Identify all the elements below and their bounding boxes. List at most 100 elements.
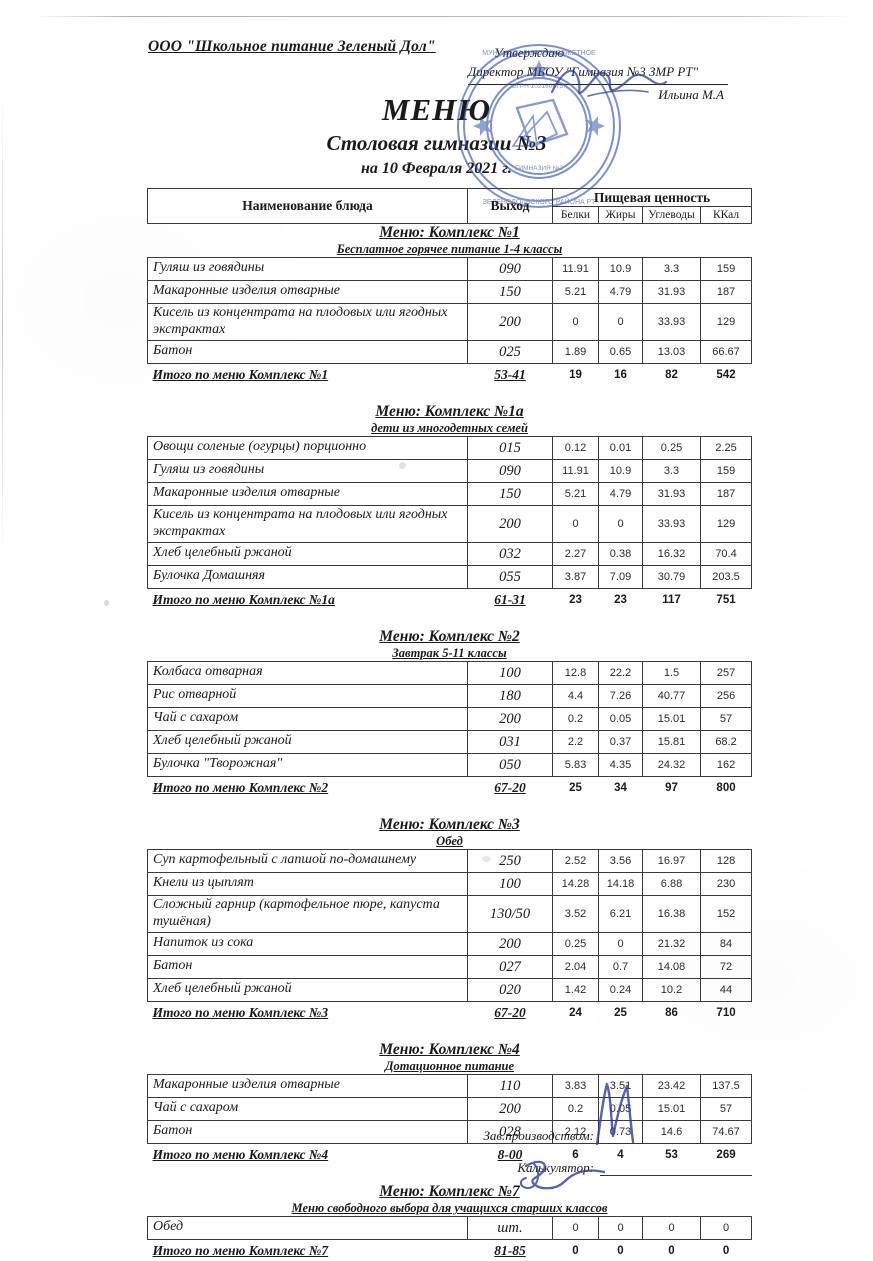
dish-name-cell: Овощи соленые (огурцы) порционно	[148, 437, 468, 460]
output-cell: 031	[468, 731, 553, 754]
section-note-row: Обед	[148, 834, 752, 850]
output-cell: 150	[468, 483, 553, 506]
kcal-cell: 256	[701, 685, 752, 708]
fat-cell: 0.05	[599, 1098, 643, 1121]
section-note: Завтрак 5-11 классы	[148, 646, 752, 662]
total-protein-cell: 0	[553, 1240, 599, 1261]
section-note-row: дети из многодетных семей	[148, 421, 752, 437]
protein-cell: 0.25	[553, 933, 599, 956]
protein-cell: 12.8	[553, 662, 599, 685]
fat-cell: 3.56	[599, 850, 643, 873]
dish-name-cell: Рис отварной	[148, 685, 468, 708]
fat-cell: 4.79	[599, 281, 643, 304]
fat-cell: 0	[599, 506, 643, 543]
output-cell: 100	[468, 662, 553, 685]
total-fat-cell: 25	[599, 1002, 643, 1024]
protein-cell: 1.89	[553, 341, 599, 364]
fat-cell: 0.05	[599, 708, 643, 731]
total-protein-cell: 25	[553, 777, 599, 799]
dish-name-cell: Суп картофельный с лапшой по-домашнему	[148, 850, 468, 873]
total-protein-cell: 23	[553, 589, 599, 611]
carbs-cell: 15.01	[643, 1098, 701, 1121]
carbs-cell: 14.08	[643, 956, 701, 979]
fat-cell: 0.24	[599, 979, 643, 1002]
fat-cell: 0	[599, 1217, 643, 1240]
carbs-cell: 24.32	[643, 754, 701, 777]
protein-cell: 3.83	[553, 1075, 599, 1098]
fat-cell: 0.7	[599, 956, 643, 979]
kcal-cell: 152	[701, 896, 752, 933]
total-carbs-cell: 97	[643, 777, 701, 799]
section-title: Меню: Комплекс №1	[148, 224, 752, 243]
fat-cell: 0.37	[599, 731, 643, 754]
dish-name-cell: Кнели из цыплят	[148, 873, 468, 896]
carbs-cell: 21.32	[643, 933, 701, 956]
carbs-cell: 31.93	[643, 483, 701, 506]
protein-cell: 4.4	[553, 685, 599, 708]
dish-name-cell: Макаронные изделия отварные	[148, 281, 468, 304]
dish-name-cell: Гуляш из говядины	[148, 460, 468, 483]
fat-cell: 0.65	[599, 341, 643, 364]
total-kcal-cell: 0	[701, 1240, 752, 1261]
dish-name-cell: Хлеб целебный ржаной	[148, 731, 468, 754]
section-note-row: Дотационное питание	[148, 1059, 752, 1075]
carbs-cell: 3.3	[643, 460, 701, 483]
fat-cell: 4.35	[599, 754, 643, 777]
fat-cell: 0.01	[599, 437, 643, 460]
carbs-cell: 40.77	[643, 685, 701, 708]
fat-cell: 10.9	[599, 258, 643, 281]
fat-cell: 14.18	[599, 873, 643, 896]
scan-edge-top	[33, 16, 853, 17]
total-label-cell: Итого по меню Комплекс №3	[148, 1002, 468, 1024]
section-spacer	[148, 610, 752, 628]
total-carbs-cell: 86	[643, 1002, 701, 1024]
dish-name-cell: Гуляш из говядины	[148, 258, 468, 281]
carbs-cell: 33.93	[643, 506, 701, 543]
section-note: Обед	[148, 834, 752, 850]
fat-cell: 0	[599, 933, 643, 956]
total-label-cell: Итого по меню Комплекс №4	[148, 1144, 468, 1166]
protein-cell: 11.91	[553, 258, 599, 281]
production-head-row: Зав.производством:	[452, 1128, 752, 1144]
section-spacer-cell	[148, 610, 752, 628]
kcal-cell: 0	[701, 1217, 752, 1240]
protein-cell: 0.2	[553, 1098, 599, 1121]
carbs-cell: 6.88	[643, 873, 701, 896]
protein-cell: 11.91	[553, 460, 599, 483]
kcal-cell: 159	[701, 258, 752, 281]
dish-name-cell: Батон	[148, 341, 468, 364]
total-protein-cell: 24	[553, 1002, 599, 1024]
section-title-row: Меню: Комплекс №2	[148, 628, 752, 646]
protein-cell: 0	[553, 506, 599, 543]
total-output-cell: 53-41	[468, 364, 553, 386]
kcal-cell: 72	[701, 956, 752, 979]
header-carbs: Углеводы	[643, 207, 701, 224]
production-head-label: Зав.производством:	[483, 1128, 600, 1144]
total-output-cell: 67-20	[468, 1002, 553, 1024]
protein-cell: 2.2	[553, 731, 599, 754]
dish-name-cell: Чай с сахаром	[148, 1098, 468, 1121]
fat-cell: 0.38	[599, 543, 643, 566]
page-title: МЕНЮ	[0, 92, 873, 128]
total-carbs-cell: 82	[643, 364, 701, 386]
kcal-cell: 57	[701, 1098, 752, 1121]
total-fat-cell: 23	[599, 589, 643, 611]
dish-name-cell: Колбаса отварная	[148, 662, 468, 685]
header-nutrition: Пищевая ценность	[553, 189, 752, 207]
kcal-cell: 257	[701, 662, 752, 685]
total-output-cell: 67-20	[468, 777, 553, 799]
kcal-cell: 159	[701, 460, 752, 483]
kcal-cell: 68.2	[701, 731, 752, 754]
kcal-cell: 84	[701, 933, 752, 956]
kcal-cell: 187	[701, 281, 752, 304]
dish-name-cell: Напиток из сока	[148, 933, 468, 956]
